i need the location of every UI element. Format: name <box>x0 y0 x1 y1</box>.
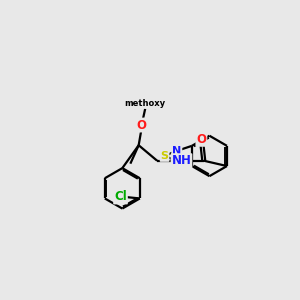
Text: O: O <box>196 133 206 146</box>
Text: S: S <box>160 151 169 161</box>
Text: Cl: Cl <box>114 190 127 203</box>
Text: methoxy: methoxy <box>124 99 166 108</box>
Text: NH: NH <box>172 154 191 167</box>
Text: N: N <box>172 156 182 166</box>
Text: O: O <box>136 118 147 131</box>
Text: N: N <box>172 146 182 156</box>
